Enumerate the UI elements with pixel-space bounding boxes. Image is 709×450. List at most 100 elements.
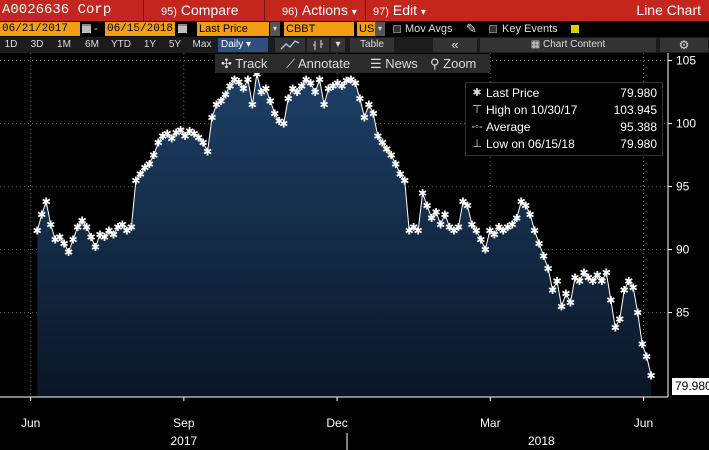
legend-average-label: Average bbox=[486, 120, 531, 134]
chevron-down-icon[interactable]: ▾ bbox=[375, 22, 385, 36]
price-field-select[interactable]: Last Price bbox=[197, 22, 269, 36]
price-point-marker: ✱ bbox=[494, 221, 503, 234]
chevron-down-icon[interactable]: ▾ bbox=[331, 38, 345, 52]
price-point-marker: ✱ bbox=[230, 73, 239, 86]
key-events-checkbox[interactable] bbox=[489, 25, 497, 33]
news-tool-button[interactable]: ☰ News bbox=[370, 56, 418, 72]
period-ytd-button[interactable]: YTD bbox=[111, 39, 131, 50]
price-point-marker: ✱ bbox=[33, 225, 42, 238]
edit-menu-button[interactable]: 97) Edit ▾ bbox=[373, 2, 426, 18]
actions-menu-number: 96) bbox=[282, 6, 298, 18]
price-point-marker: ✱ bbox=[597, 275, 606, 288]
period-1d-button[interactable]: 1D bbox=[4, 39, 18, 50]
chart-content-button[interactable]: ▦ Chart Content bbox=[480, 38, 656, 52]
price-point-marker: ✱ bbox=[445, 221, 454, 234]
key-events-toggle-icon[interactable] bbox=[571, 25, 579, 33]
price-point-marker: ✱ bbox=[561, 288, 570, 301]
price-point-marker: ✱ bbox=[517, 196, 526, 209]
price-area bbox=[37, 73, 652, 398]
actions-menu-label: Actions bbox=[301, 2, 348, 18]
price-point-marker: ✱ bbox=[633, 307, 642, 320]
price-point-marker: ✱ bbox=[642, 351, 651, 364]
compare-menu-button[interactable]: 95) Compare bbox=[161, 2, 239, 18]
table-button[interactable]: Table bbox=[350, 38, 394, 52]
price-point-marker: ✱ bbox=[172, 126, 181, 139]
price-point-marker: ✱ bbox=[203, 145, 212, 158]
price-point-marker: ✱ bbox=[575, 275, 584, 288]
high-marker-icon: ⊤ bbox=[472, 104, 482, 116]
price-point-marker: ✱ bbox=[104, 225, 113, 238]
average-marker-icon: -◦- bbox=[471, 121, 483, 133]
price-point-marker: ✱ bbox=[570, 271, 579, 284]
period-1m-button[interactable]: 1M bbox=[57, 39, 71, 50]
pencil-icon[interactable]: ✎ bbox=[466, 21, 477, 36]
title-bar: A0026636 Corp 95) Compare 96) Actions ▾ 97… bbox=[0, 0, 709, 21]
legend-low-label: Low on 06/15/18 bbox=[486, 137, 575, 151]
price-point-marker: ✱ bbox=[530, 225, 539, 238]
price-point-marker: ✱ bbox=[176, 124, 185, 137]
period-1y-button[interactable]: 1Y bbox=[143, 39, 157, 50]
price-point-marker: ✱ bbox=[535, 237, 544, 250]
price-point-marker: ✱ bbox=[615, 313, 624, 326]
last-price-tag: 79.980 bbox=[672, 378, 709, 395]
price-point-marker: ✱ bbox=[297, 80, 306, 93]
price-point-marker: ✱ bbox=[91, 241, 100, 254]
frequency-select[interactable]: Daily ▾ bbox=[218, 38, 268, 52]
end-date-field[interactable]: 06/15/2018 bbox=[105, 22, 175, 36]
price-point-marker: ✱ bbox=[261, 82, 270, 95]
zoom-icon: ⚲ bbox=[430, 56, 440, 71]
price-point-marker: ✱ bbox=[508, 218, 517, 231]
annotate-tool-button[interactable]: ⟋ Annotate bbox=[286, 56, 350, 72]
mov-avgs-label: Mov Avgs bbox=[405, 23, 453, 35]
calendar-icon[interactable] bbox=[82, 24, 91, 33]
price-point-marker: ✱ bbox=[302, 73, 311, 86]
price-point-marker: ✱ bbox=[100, 231, 109, 244]
price-point-marker: ✱ bbox=[427, 212, 436, 225]
compare-menu-number: 95) bbox=[161, 6, 177, 18]
date-range-dash: - bbox=[94, 23, 98, 35]
source-field[interactable]: CBBT bbox=[284, 22, 354, 36]
track-label: Track bbox=[235, 56, 268, 71]
mov-avgs-checkbox[interactable] bbox=[393, 25, 401, 33]
chevron-down-icon[interactable]: ▾ bbox=[270, 22, 280, 36]
period-3d-button[interactable]: 3D bbox=[30, 39, 44, 50]
crosshair-icon: ✣ bbox=[221, 56, 232, 71]
menu-separator bbox=[365, 0, 366, 21]
legend-high-value: 103.945 bbox=[613, 103, 657, 117]
bar-chart-icon[interactable] bbox=[307, 38, 329, 52]
x-year-label: 2017 bbox=[171, 434, 198, 448]
price-point-marker: ✱ bbox=[602, 266, 611, 279]
price-point-marker: ✱ bbox=[77, 215, 86, 228]
start-date-field[interactable]: 06/21/2017 bbox=[0, 22, 80, 36]
period-6m-button[interactable]: 6M bbox=[85, 39, 99, 50]
menu-separator bbox=[143, 0, 144, 21]
price-point-marker: ✱ bbox=[194, 131, 203, 144]
period-5y-button[interactable]: 5Y bbox=[168, 39, 182, 50]
price-point-marker: ✱ bbox=[221, 89, 230, 102]
security-ticker[interactable]: A0026636 Corp bbox=[2, 2, 112, 18]
price-point-marker: ✱ bbox=[306, 77, 315, 90]
line-chart-icon[interactable] bbox=[275, 38, 305, 52]
calendar-icon[interactable] bbox=[178, 24, 187, 33]
gear-icon[interactable]: ⚙ bbox=[660, 38, 708, 52]
price-point-marker: ✱ bbox=[476, 233, 485, 246]
price-point-marker: ✱ bbox=[37, 208, 46, 221]
track-tool-button[interactable]: ✣ Track bbox=[221, 56, 267, 72]
price-point-marker: ✱ bbox=[127, 221, 136, 234]
currency-field[interactable]: USD bbox=[357, 22, 383, 36]
actions-menu-button[interactable]: 96) Actions ▾ bbox=[282, 2, 357, 18]
price-point-marker: ✱ bbox=[131, 174, 140, 187]
zoom-tool-button[interactable]: ⚲ Zoom bbox=[430, 56, 476, 72]
price-point-marker: ✱ bbox=[373, 130, 382, 143]
price-point-marker: ✱ bbox=[257, 86, 266, 99]
price-point-marker: ✱ bbox=[60, 237, 69, 250]
legend-last-price-value: 79.980 bbox=[620, 86, 657, 100]
annotate-label: Annotate bbox=[298, 56, 351, 71]
x-tick-label: Jun bbox=[21, 416, 40, 430]
period-toolbar: 1D 3D 1M 6M YTD 1Y 5Y Max Daily ▾ ▾ Tabl… bbox=[0, 37, 709, 53]
period-max-button[interactable]: Max bbox=[192, 39, 212, 50]
price-point-marker: ✱ bbox=[266, 95, 275, 108]
price-point-marker: ✱ bbox=[69, 233, 78, 246]
collapse-chevron-icon[interactable]: « bbox=[433, 38, 477, 52]
price-point-marker: ✱ bbox=[346, 73, 355, 86]
